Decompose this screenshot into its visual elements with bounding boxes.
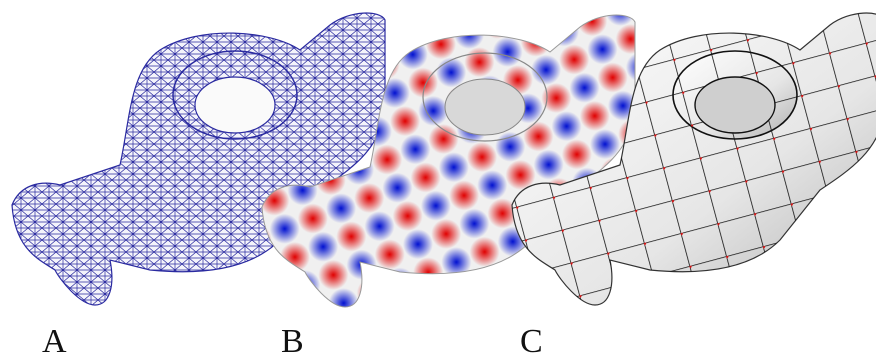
panel-label: A — [42, 323, 67, 360]
panel-label: B — [281, 323, 304, 360]
ring-hole — [695, 77, 775, 133]
ring-hole — [195, 77, 275, 133]
figure: A B C — [0, 0, 876, 360]
ring-hole — [445, 79, 525, 135]
page: A B C (() => { const data = JSON.parse(d… — [0, 0, 876, 360]
panel-label: C — [520, 323, 543, 360]
